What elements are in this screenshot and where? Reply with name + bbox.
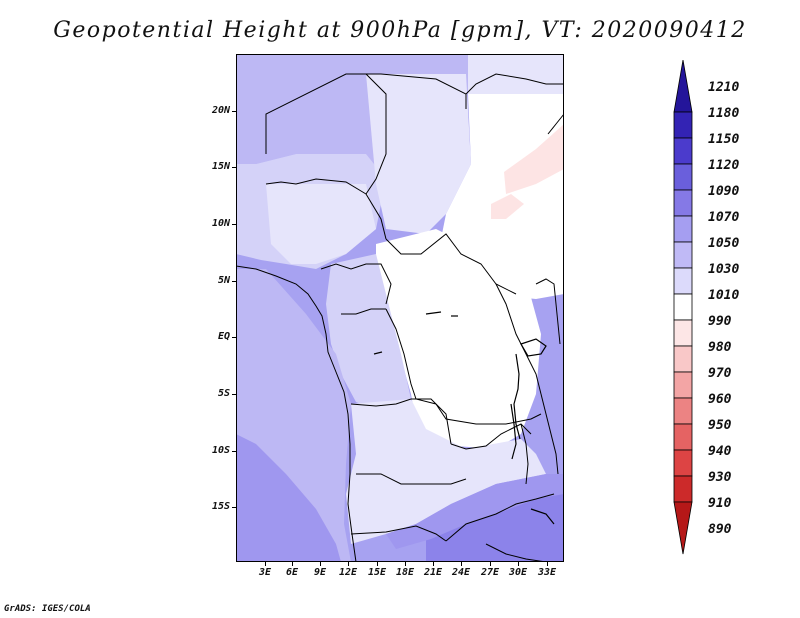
map-canvas: [236, 54, 564, 562]
lon-tick: [377, 562, 378, 566]
map-frame: [236, 54, 564, 562]
colorbar: 1210 1180 1150 1120 1090 1070 1050 1030 …: [668, 60, 798, 560]
colorbar-label-940: 940: [708, 444, 732, 459]
colorbar-label-1210: 1210: [708, 80, 740, 95]
lat-label-15s: 15S: [211, 501, 230, 512]
colorbar-swatch: [673, 215, 693, 243]
lat-label-15n: 15N: [211, 161, 230, 172]
lat-tick: [232, 281, 236, 282]
colorbar-label-1090: 1090: [708, 184, 740, 199]
colorbar-swatch: [673, 111, 693, 139]
lon-label-9e: 9E: [313, 567, 327, 578]
colorbar-label-930: 930: [708, 470, 732, 485]
colorbar-swatch: [673, 267, 693, 295]
lon-label-18e: 18E: [395, 567, 415, 578]
lat-label-10s: 10S: [211, 445, 230, 456]
colorbar-swatch: [673, 501, 693, 555]
colorbar-label-890: 890: [708, 522, 732, 537]
colorbar-label-950: 950: [708, 418, 732, 433]
central-low-fill: [376, 229, 541, 449]
chad-sudan-fill: [366, 74, 471, 234]
lon-label-33e: 33E: [537, 567, 557, 578]
lon-tick: [433, 562, 434, 566]
colorbar-label-1010: 1010: [708, 288, 740, 303]
colorbar-swatch: [673, 163, 693, 191]
lon-tick: [547, 562, 548, 566]
lon-label-12e: 12E: [338, 567, 358, 578]
colorbar-label-1150: 1150: [708, 132, 740, 147]
colorbar-swatch: [673, 319, 693, 347]
colorbar-label-970: 970: [708, 366, 732, 381]
pink-patch-1: [504, 124, 564, 194]
lat-label-eq: EQ: [217, 331, 230, 342]
colorbar-label-1030: 1030: [708, 262, 740, 277]
lat-tick: [232, 337, 236, 338]
colorbar-label-1180: 1180: [708, 106, 740, 121]
colorbar-label-910: 910: [708, 496, 732, 511]
colorbar-label-980: 980: [708, 340, 732, 355]
lon-tick: [348, 562, 349, 566]
colorbar-label-1120: 1120: [708, 158, 740, 173]
lon-tick: [405, 562, 406, 566]
angola-fill: [346, 399, 546, 544]
lon-label-27e: 27E: [480, 567, 500, 578]
colorbar-swatch: [673, 241, 693, 269]
lat-label-5n: 5N: [217, 275, 230, 286]
grads-credit: GrADS: IGES/COLA: [4, 604, 91, 614]
lon-tick: [292, 562, 293, 566]
pink-patch-2: [491, 194, 524, 219]
lat-tick: [232, 394, 236, 395]
southwest-deep-fill: [236, 434, 341, 562]
colorbar-swatch: [673, 60, 693, 113]
lat-label-10n: 10N: [211, 218, 230, 229]
lon-label-21e: 21E: [423, 567, 443, 578]
colorbar-swatch: [673, 293, 693, 321]
colorbar-swatch: [673, 449, 693, 477]
colorbar-swatch: [673, 371, 693, 399]
lon-tick: [461, 562, 462, 566]
colorbar-label-1070: 1070: [708, 210, 740, 225]
colorbar-label-960: 960: [708, 392, 732, 407]
map-panel: [236, 54, 564, 562]
lat-tick: [232, 167, 236, 168]
lat-label-5s: 5S: [217, 388, 230, 399]
colorbar-swatch: [673, 345, 693, 373]
colorbar-label-990: 990: [708, 314, 732, 329]
lon-label-6e: 6E: [285, 567, 299, 578]
coastline-borders: [236, 73, 564, 562]
colorbar-swatch: [673, 475, 693, 503]
southeast-mid-fill: [386, 474, 564, 549]
colorbar-swatch: [673, 189, 693, 217]
colorbar-swatch: [673, 137, 693, 165]
lon-label-30e: 30E: [508, 567, 528, 578]
lon-label-24e: 24E: [451, 567, 471, 578]
colorbar-swatch: [673, 397, 693, 425]
lon-tick: [320, 562, 321, 566]
lat-tick: [232, 451, 236, 452]
gabon-fill: [326, 254, 411, 414]
lon-label-15e: 15E: [367, 567, 387, 578]
colorbar-label-1050: 1050: [708, 236, 740, 251]
lat-tick: [232, 111, 236, 112]
lon-label-3e: 3E: [258, 567, 272, 578]
lakes: [373, 311, 555, 525]
colorbar-swatch: [673, 423, 693, 451]
lon-tick: [518, 562, 519, 566]
lon-tick: [265, 562, 266, 566]
colorbar-scale: [673, 60, 693, 555]
north-east-fill: [468, 54, 564, 94]
lon-tick: [490, 562, 491, 566]
lat-label-20n: 20N: [211, 105, 230, 116]
west-land-fill: [266, 184, 376, 264]
chart-title: Geopotential Height at 900hPa [gpm], VT:…: [53, 18, 747, 43]
lat-tick: [232, 224, 236, 225]
lat-tick: [232, 507, 236, 508]
